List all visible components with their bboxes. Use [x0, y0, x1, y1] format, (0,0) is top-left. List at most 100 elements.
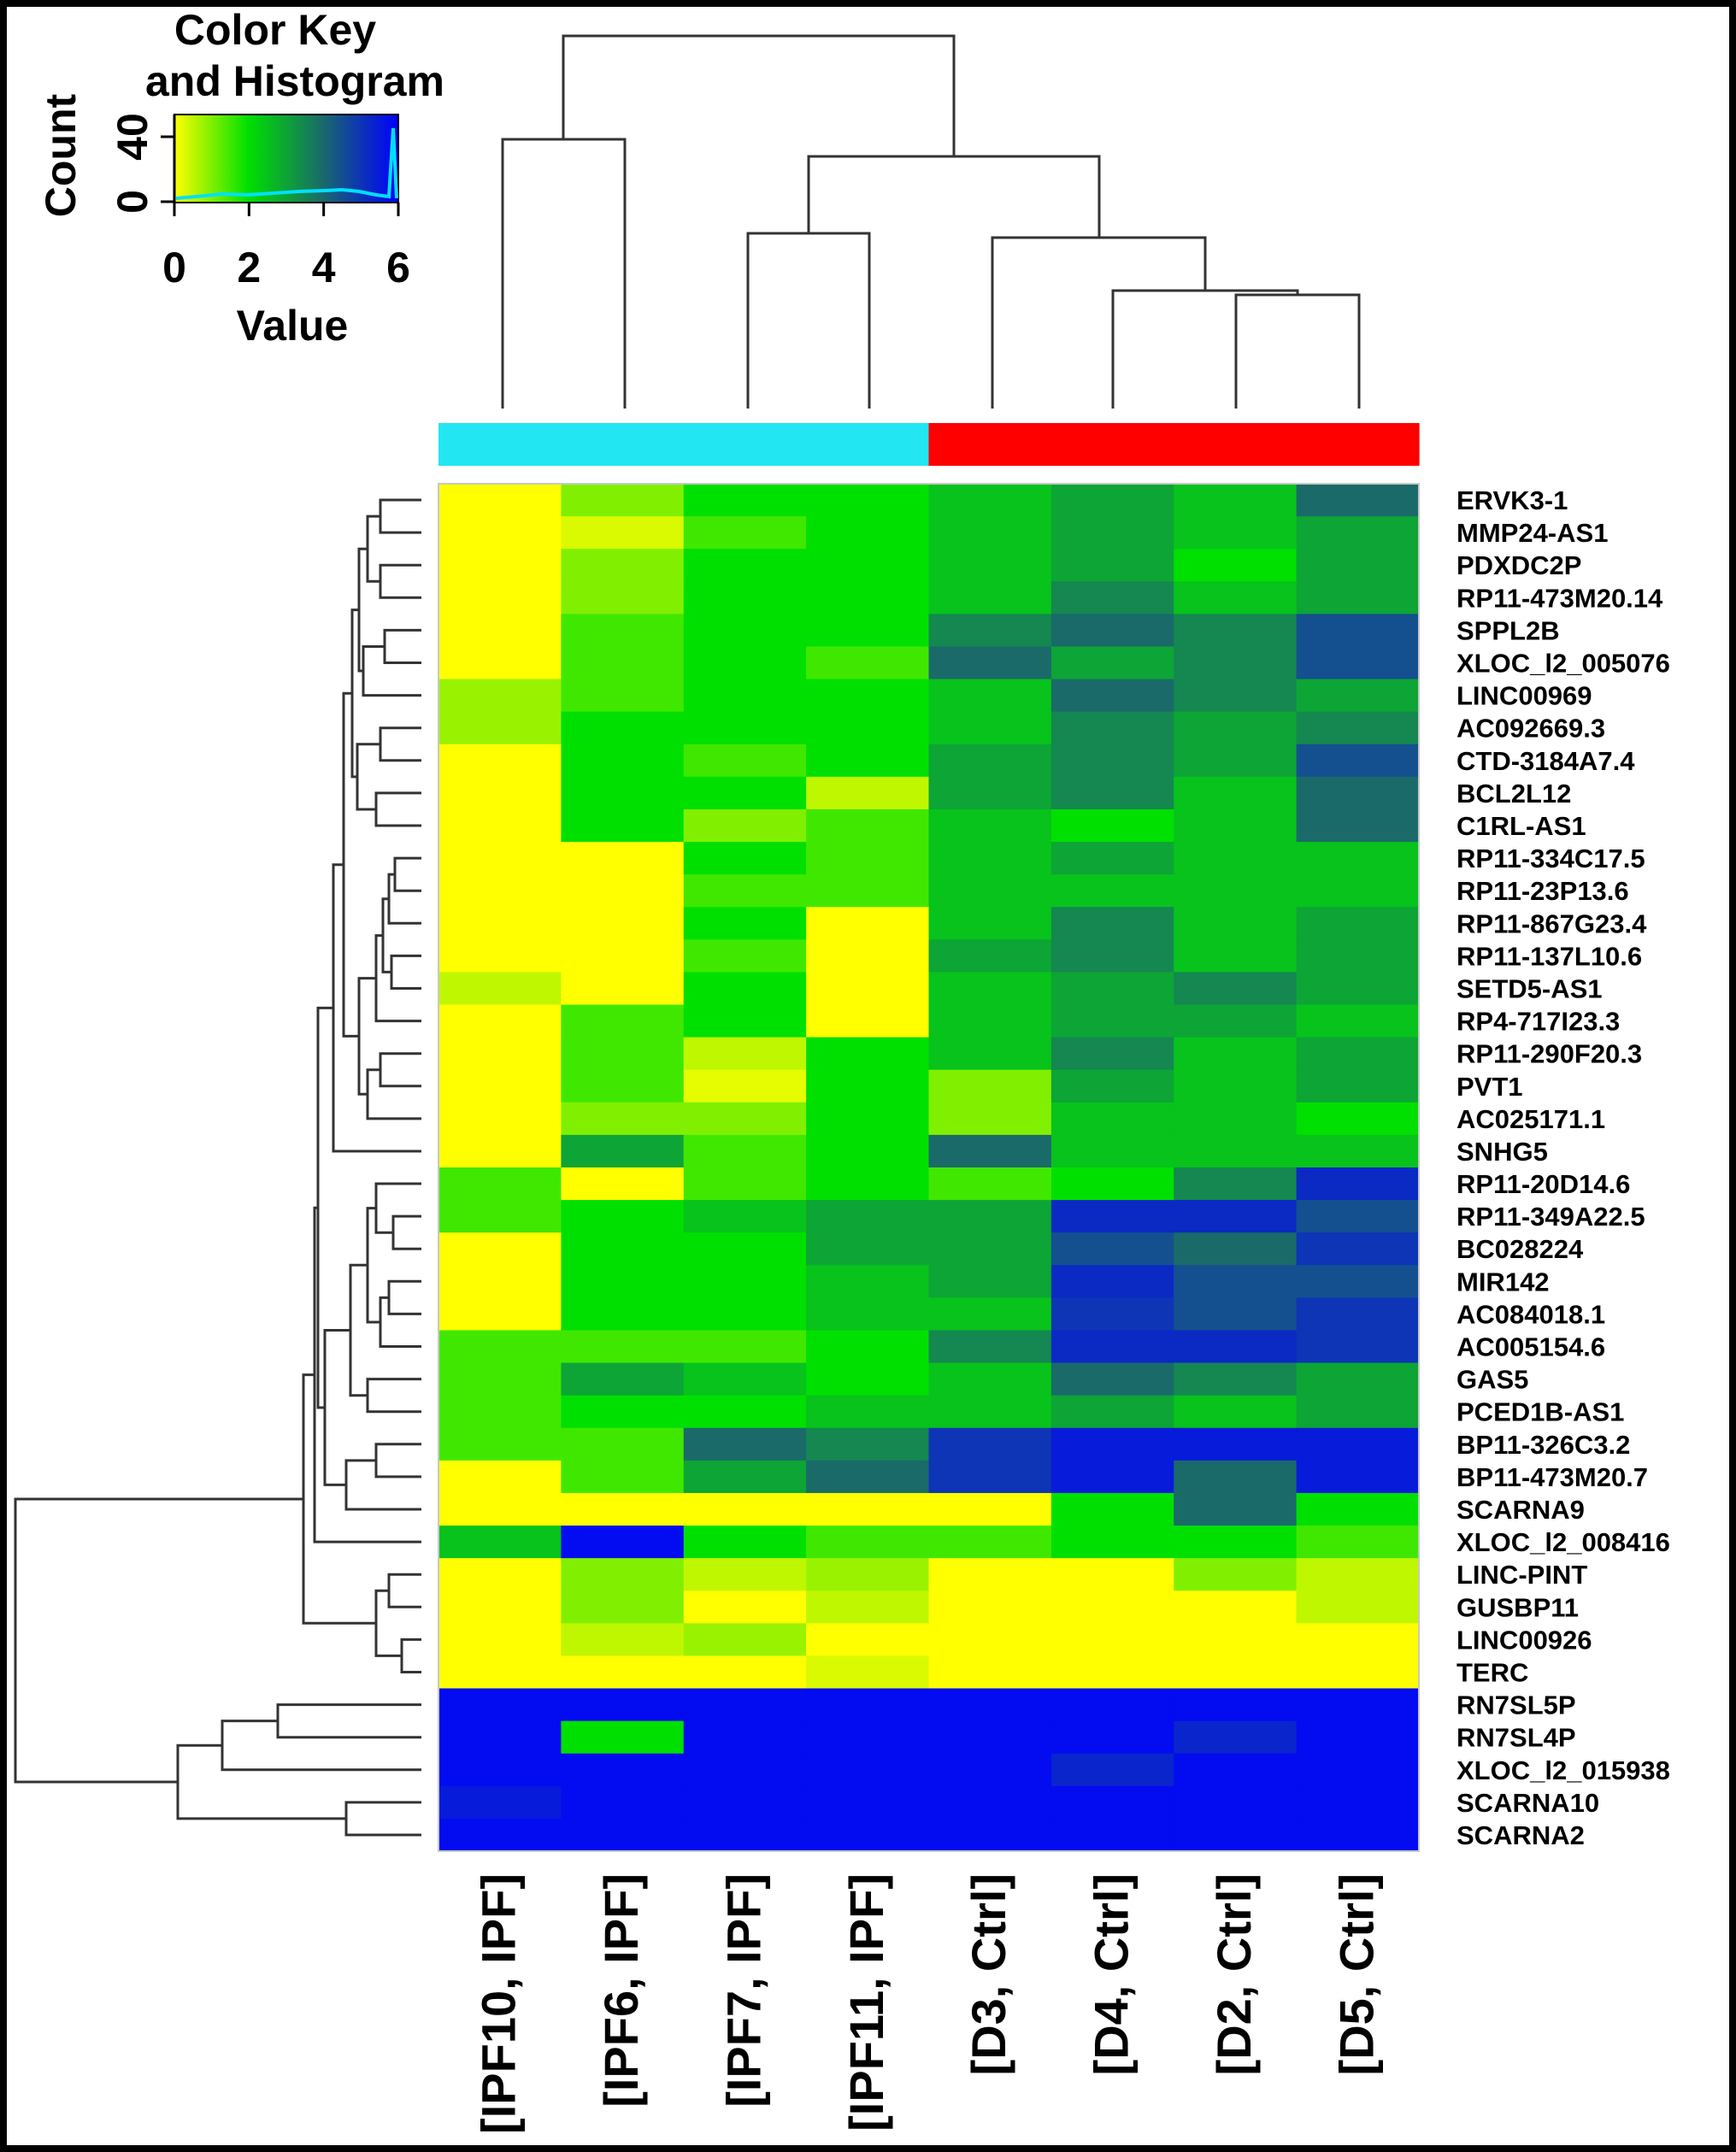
- heatmap-cell: [683, 842, 807, 875]
- heatmap-cell: [683, 484, 807, 517]
- heatmap-cell: [1174, 1460, 1298, 1494]
- heatmap-cell: [438, 939, 562, 973]
- heatmap-cell: [1174, 1167, 1298, 1201]
- heatmap-cell: [438, 1526, 562, 1559]
- heatmap-cell: [683, 1492, 807, 1526]
- row-label: ERVK3-1: [1456, 485, 1568, 515]
- heatmap-cell: [928, 1102, 1052, 1136]
- heatmap-cell: [683, 516, 807, 550]
- column-label: [IPF11, IPF]: [839, 1873, 893, 2131]
- heatmap-cell: [683, 1265, 807, 1298]
- heatmap-cell: [561, 1395, 685, 1429]
- row-label: C1RL-AS1: [1456, 811, 1586, 841]
- heatmap-cell: [1050, 1655, 1174, 1690]
- heatmap-cell: [806, 972, 930, 1006]
- heatmap-cell: [561, 1102, 685, 1136]
- color-key-y-ticks: 0 40: [109, 113, 174, 214]
- heatmap-cell: [1174, 711, 1298, 745]
- heatmap-cell: [1050, 711, 1174, 745]
- heatmap-cell: [561, 1526, 685, 1559]
- heatmap-cell: [438, 1623, 562, 1657]
- heatmap-cell: [1050, 972, 1174, 1006]
- heatmap-cell: [1296, 516, 1420, 550]
- row-label: BC028224: [1456, 1234, 1584, 1264]
- heatmap-cell: [438, 842, 562, 875]
- heatmap-cell: [1174, 907, 1298, 940]
- row-label: RP11-290F20.3: [1456, 1039, 1642, 1069]
- heatmap-cell: [561, 1623, 685, 1657]
- row-label: SCARNA9: [1456, 1495, 1585, 1525]
- heatmap-cell: [806, 614, 930, 648]
- heatmap-cell: [438, 1297, 562, 1332]
- color-key-y-tick: 0: [109, 190, 156, 214]
- heatmap-cell: [1050, 1362, 1174, 1396]
- heatmap-cell: [683, 646, 807, 680]
- heatmap-cell: [561, 1427, 685, 1461]
- heatmap-cell: [928, 744, 1052, 778]
- heatmap-cell: [1050, 1069, 1174, 1103]
- heatmap-cell: [1296, 874, 1420, 908]
- heatmap-cell: [1296, 1167, 1420, 1201]
- heatmap-cell: [1050, 679, 1174, 713]
- row-label: LINC00926: [1456, 1625, 1592, 1655]
- column-label: [IPF7, IPF]: [716, 1873, 770, 2108]
- row-label: RP11-349A22.5: [1456, 1202, 1645, 1232]
- heatmap-cell: [1174, 972, 1298, 1006]
- heatmap-cell: [683, 1330, 807, 1364]
- heatmap-cell: [438, 1688, 562, 1722]
- heatmap-cell: [683, 1753, 807, 1787]
- heatmap-cell: [561, 646, 685, 680]
- group-bar-segment: [1050, 423, 1174, 466]
- heatmap-cell: [683, 1655, 807, 1690]
- heatmap-cell: [806, 646, 930, 680]
- heatmap-cell: [683, 679, 807, 713]
- row-label: PCED1B-AS1: [1456, 1397, 1624, 1427]
- heatmap-cell: [806, 1265, 930, 1298]
- heatmap-cell: [1296, 1297, 1420, 1332]
- heatmap-cell: [806, 1330, 930, 1364]
- heatmap-cell: [1296, 1720, 1420, 1755]
- heatmap-cell: [683, 1037, 807, 1071]
- heatmap-cell: [1050, 1297, 1174, 1332]
- heatmap-cell: [1174, 1297, 1298, 1332]
- heatmap-cell: [561, 614, 685, 648]
- heatmap-cell: [561, 1492, 685, 1526]
- heatmap-cell: [1296, 1427, 1420, 1461]
- heatmap-cell: [1174, 744, 1298, 778]
- row-dendrogram: [14, 498, 421, 1837]
- heatmap-cell: [1296, 1200, 1420, 1233]
- heatmap-cell: [806, 1655, 930, 1690]
- heatmap-cell: [561, 1037, 685, 1071]
- heatmap-cell: [928, 484, 1052, 517]
- heatmap-cell: [438, 516, 562, 550]
- heatmap-cell: [1050, 1102, 1174, 1136]
- row-label: BP11-326C3.2: [1456, 1430, 1630, 1460]
- heatmap-cell: [438, 1004, 562, 1038]
- group-bar-segment: [928, 423, 1052, 466]
- heatmap-cell: [438, 744, 562, 778]
- heatmap-cell: [1050, 484, 1174, 517]
- color-key: Color Key and Histogram 0 40 0 2 4 6 Count V…: [37, 6, 444, 350]
- heatmap-cell: [1296, 842, 1420, 875]
- heatmap-cell: [1050, 1753, 1174, 1787]
- heatmap-cell: [1050, 646, 1174, 680]
- heatmap-cell: [1296, 1004, 1420, 1038]
- group-bar-segment: [683, 423, 807, 466]
- heatmap-cell: [1174, 1330, 1298, 1364]
- heatmap-cell: [683, 1427, 807, 1461]
- heatmap-cell: [438, 1265, 562, 1298]
- heatmap-cell: [561, 776, 685, 810]
- group-bar-segment: [1174, 423, 1298, 466]
- row-label: BCL2L12: [1456, 779, 1571, 808]
- heatmap-cell: [438, 581, 562, 614]
- heatmap-cell: [1050, 1395, 1174, 1429]
- heatmap-cell: [928, 1200, 1052, 1233]
- heatmap-cell: [1174, 1362, 1298, 1396]
- heatmap-cell: [928, 679, 1052, 713]
- heatmap-cell: [1174, 1200, 1298, 1233]
- heatmap-cell: [1296, 808, 1420, 843]
- heatmap-cell: [561, 711, 685, 745]
- heatmap-cell: [1296, 1526, 1420, 1559]
- heatmap-cell: [1050, 1330, 1174, 1364]
- heatmap-cell: [1050, 549, 1174, 582]
